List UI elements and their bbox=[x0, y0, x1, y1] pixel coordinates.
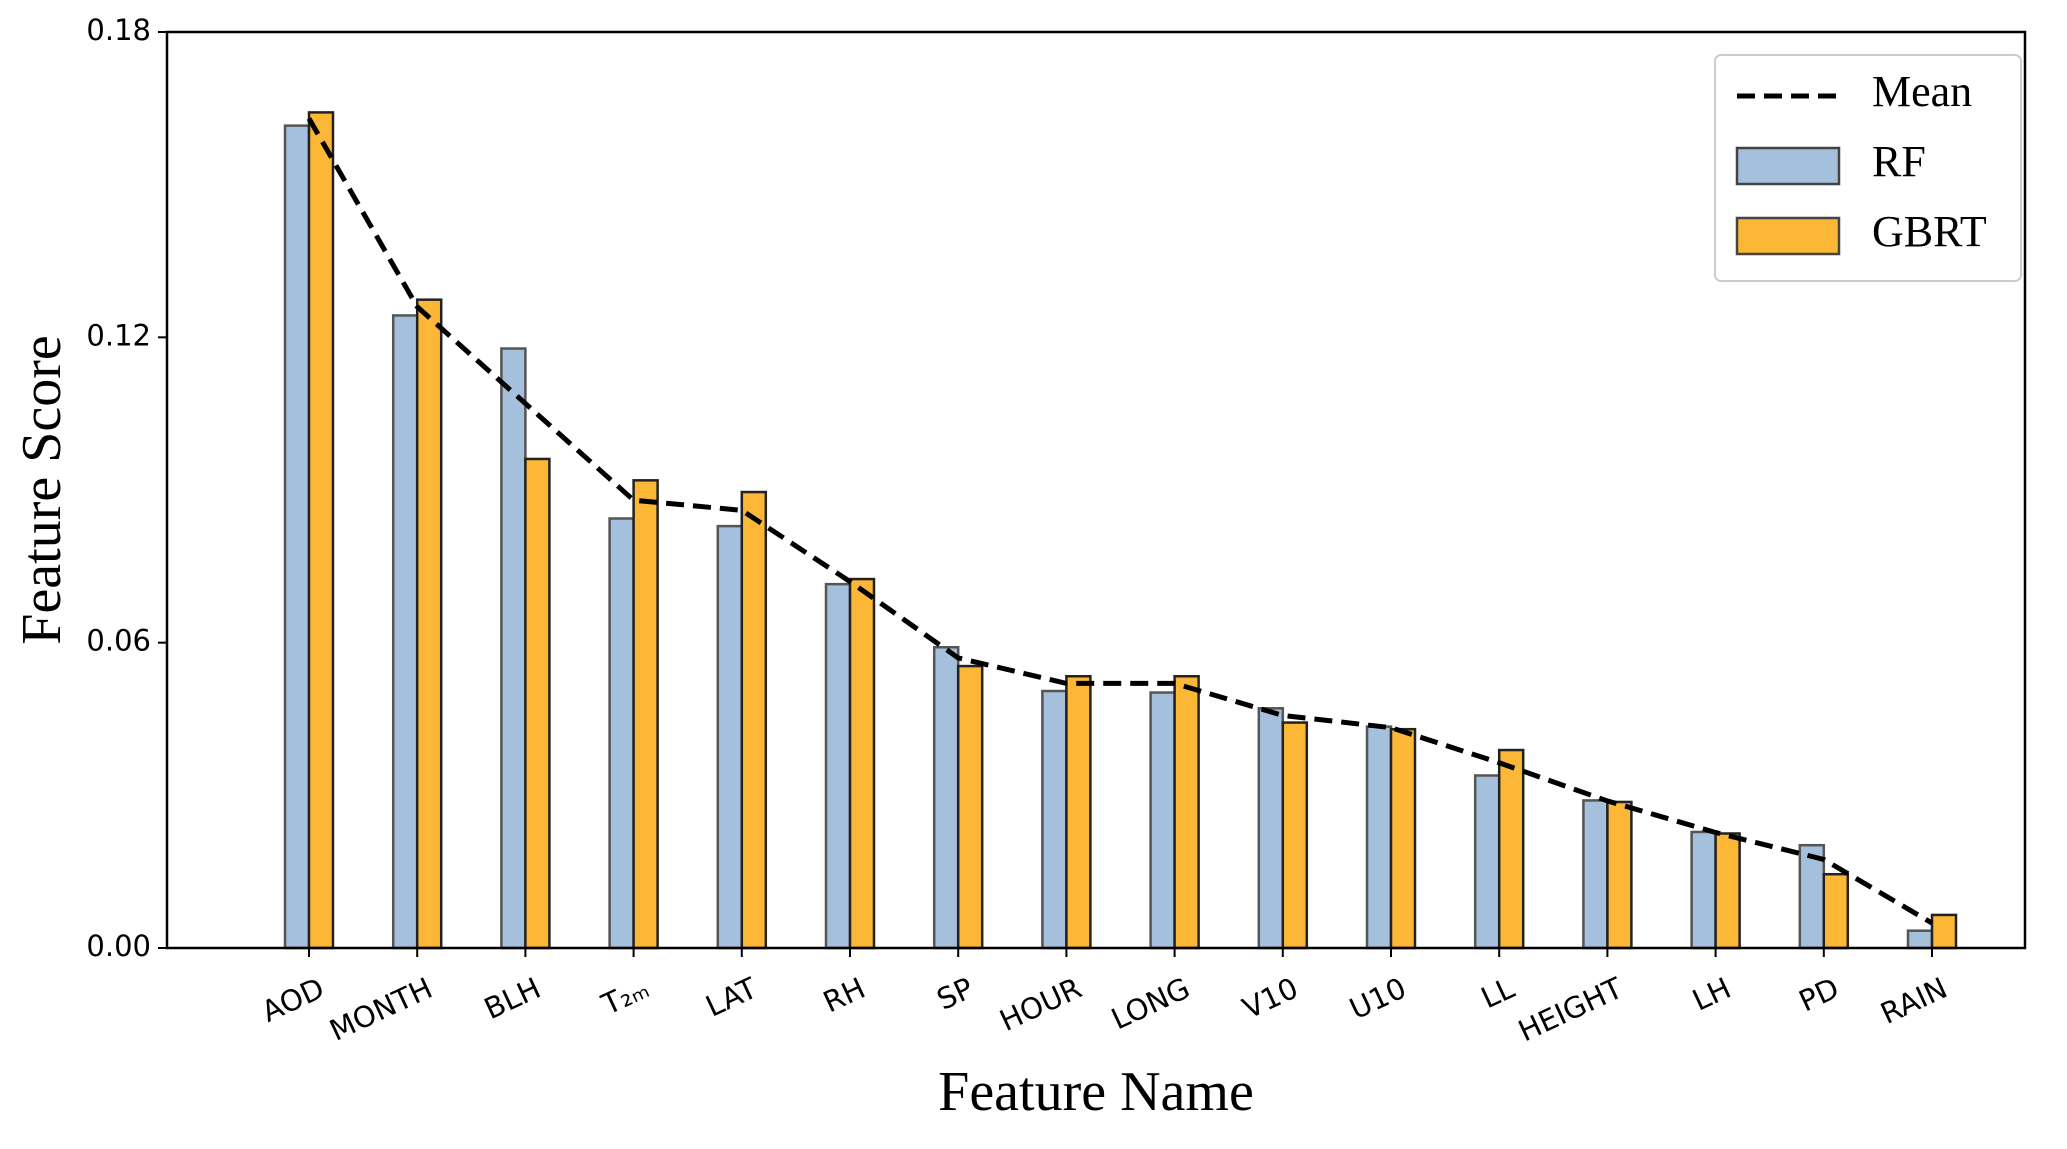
bar bbox=[1606, 800, 1633, 950]
bar bbox=[1173, 675, 1200, 950]
x-tick-label: SP bbox=[932, 971, 979, 1017]
x-tick-label: U10 bbox=[1344, 971, 1411, 1026]
x-tick-label: RH bbox=[818, 971, 870, 1020]
plot-frame bbox=[165, 30, 2027, 950]
mean-line bbox=[306, 117, 1934, 926]
bar bbox=[824, 582, 852, 950]
x-tick-label: V10 bbox=[1237, 971, 1303, 1026]
bar bbox=[1822, 872, 1850, 950]
x-tick-label: T₂ₘ bbox=[596, 971, 654, 1022]
bar bbox=[1257, 707, 1285, 950]
bar bbox=[283, 124, 311, 950]
bar bbox=[1582, 799, 1609, 950]
bar bbox=[1365, 725, 1393, 950]
x-tick-label: HOUR bbox=[994, 971, 1086, 1038]
bar bbox=[740, 490, 768, 950]
bar bbox=[848, 577, 876, 950]
x-tick-label: LAT bbox=[701, 971, 763, 1024]
x-tick-label: RAIN bbox=[1875, 971, 1952, 1031]
y-axis-label: Feature Score bbox=[11, 335, 73, 644]
bar bbox=[1281, 721, 1309, 950]
y-tick-label: 0.12 bbox=[86, 318, 151, 352]
x-axis-label: Feature Name bbox=[938, 1061, 1254, 1123]
y-tick-label: 0.00 bbox=[86, 929, 151, 963]
bar bbox=[1906, 929, 1934, 950]
x-tick-label: AOD bbox=[257, 971, 330, 1029]
bar bbox=[391, 314, 419, 950]
legend-swatch bbox=[1735, 216, 1841, 256]
bar bbox=[500, 347, 527, 950]
bar bbox=[608, 517, 635, 950]
bar bbox=[1690, 830, 1717, 950]
bar bbox=[1497, 748, 1525, 950]
bar bbox=[415, 298, 443, 950]
legend-label: GBRT bbox=[1872, 207, 1987, 256]
x-tick-label: LONG bbox=[1106, 971, 1195, 1037]
bar bbox=[307, 111, 335, 950]
legend-swatch bbox=[1735, 146, 1841, 186]
y-tick-label: 0.06 bbox=[86, 624, 151, 658]
bar bbox=[1473, 774, 1501, 950]
x-tick-label: LL bbox=[1476, 971, 1520, 1015]
bar bbox=[932, 645, 960, 950]
bar bbox=[956, 664, 984, 950]
bar bbox=[1930, 913, 1958, 950]
bar bbox=[1041, 689, 1068, 950]
legend-label: RF bbox=[1872, 137, 1926, 186]
y-tick-label: 0.18 bbox=[86, 13, 151, 47]
x-tick-label: PD bbox=[1794, 971, 1844, 1019]
bar bbox=[1714, 832, 1741, 950]
bar bbox=[524, 457, 551, 950]
x-tick-label: MONTH bbox=[324, 971, 437, 1048]
bar bbox=[716, 524, 744, 950]
bar bbox=[1065, 675, 1092, 950]
bar bbox=[1149, 691, 1176, 950]
bar bbox=[1389, 727, 1417, 950]
legend-label: Mean bbox=[1872, 67, 1972, 116]
bar bbox=[632, 479, 659, 950]
x-tick-label: LH bbox=[1687, 971, 1736, 1018]
x-tick-label: BLH bbox=[479, 971, 546, 1026]
x-tick-label: HEIGHT bbox=[1513, 971, 1628, 1049]
